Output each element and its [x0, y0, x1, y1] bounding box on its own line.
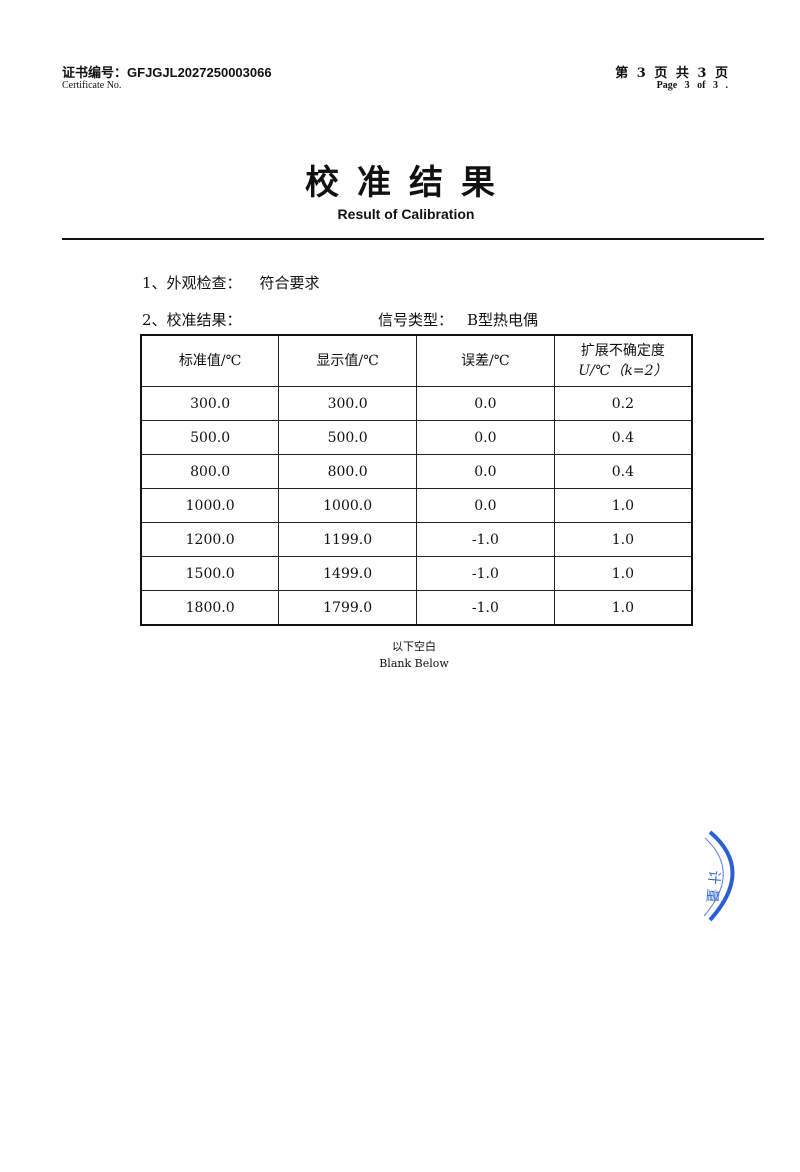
- page-number-en: Page 3 of 3 .: [656, 80, 728, 91]
- table-row: 500.0 500.0 0.0 0.4: [140, 420, 693, 455]
- standard-value: 500.0: [140, 420, 280, 455]
- appearance-check: 1、外观检查： 符合要求: [142, 272, 320, 293]
- display-value: 1000.0: [278, 488, 417, 523]
- display-value: 800.0: [278, 454, 417, 489]
- table-row: 1200.0 1199.0 -1.0 1.0: [140, 522, 693, 557]
- error-value: -1.0: [416, 556, 555, 591]
- header-display: 显示值/℃: [278, 334, 417, 387]
- table-header-row: 标准值/℃ 显示值/℃ 误差/℃ 扩展不确定度 U/℃（k=2）: [140, 334, 693, 387]
- header-standard: 标准值/℃: [140, 334, 280, 387]
- header-uncertainty: 扩展不确定度 U/℃（k=2）: [553, 334, 693, 387]
- header-error: 误差/℃: [416, 334, 555, 387]
- standard-value: 1000.0: [140, 488, 280, 523]
- uncertainty-value: 0.2: [553, 386, 693, 421]
- appearance-label: 1、外观检查：: [142, 274, 242, 292]
- uncertainty-value: 1.0: [553, 556, 693, 591]
- error-value: 0.0: [416, 488, 555, 523]
- blank-below-en: Blank Below: [379, 657, 449, 670]
- standard-value: 300.0: [140, 386, 280, 421]
- error-value: -1.0: [416, 522, 555, 557]
- display-value: 1499.0: [278, 556, 417, 591]
- standard-value: 800.0: [140, 454, 280, 489]
- uncertainty-value: 1.0: [553, 488, 693, 523]
- table-row: 800.0 800.0 0.0 0.4: [140, 454, 693, 489]
- page-subtitle: Result of Calibration: [337, 206, 475, 222]
- table-row: 1000.0 1000.0 0.0 1.0: [140, 488, 693, 523]
- appearance-value: 符合要求: [259, 274, 320, 292]
- display-value: 1799.0: [278, 590, 417, 626]
- uncertainty-value: 0.4: [553, 454, 693, 489]
- uncertainty-unit: U/℃（k=2）: [578, 363, 668, 379]
- uncertainty-value: 1.0: [553, 590, 693, 626]
- signal-label: 信号类型：: [378, 311, 454, 329]
- standard-value: 1800.0: [140, 590, 280, 626]
- certificate-value: GFJGJL2027250003066: [127, 65, 272, 80]
- certificate-label-en: Certificate No.: [62, 80, 122, 91]
- svg-text:计 量: 计 量: [703, 870, 722, 904]
- error-value: -1.0: [416, 590, 555, 626]
- calibration-table: 标准值/℃ 显示值/℃ 误差/℃ 扩展不确定度 U/℃（k=2） 300.0 300…: [140, 334, 693, 626]
- uncertainty-value: 0.4: [553, 420, 693, 455]
- page-title: 校准结果: [305, 163, 513, 203]
- error-value: 0.0: [416, 454, 555, 489]
- certificate-label: 证书编号：: [62, 65, 128, 80]
- signal-type: 信号类型： B型热电偶: [378, 309, 538, 330]
- divider: [62, 238, 764, 240]
- standard-value: 1200.0: [140, 522, 280, 557]
- error-value: 0.0: [416, 420, 555, 455]
- table-row: 300.0 300.0 0.0 0.2: [140, 386, 693, 421]
- official-seal-stamp: 计 量: [703, 830, 735, 922]
- error-value: 0.0: [416, 386, 555, 421]
- signal-value: B型热电偶: [467, 311, 539, 329]
- uncertainty-value: 1.0: [553, 522, 693, 557]
- standard-value: 1500.0: [140, 556, 280, 591]
- table-row: 1800.0 1799.0 -1.0 1.0: [140, 590, 693, 626]
- uncertainty-title: 扩展不确定度: [580, 343, 665, 359]
- table-row: 1500.0 1499.0 -1.0 1.0: [140, 556, 693, 591]
- page-number-cn: 第 3 页 共 3 页: [615, 66, 728, 81]
- certificate-number: 证书编号：GFJGJL2027250003066: [62, 62, 272, 81]
- display-value: 300.0: [278, 386, 417, 421]
- calibration-label: 2、校准结果：: [142, 311, 242, 329]
- display-value: 500.0: [278, 420, 417, 455]
- blank-below-cn: 以下空白: [392, 640, 436, 653]
- display-value: 1199.0: [278, 522, 417, 557]
